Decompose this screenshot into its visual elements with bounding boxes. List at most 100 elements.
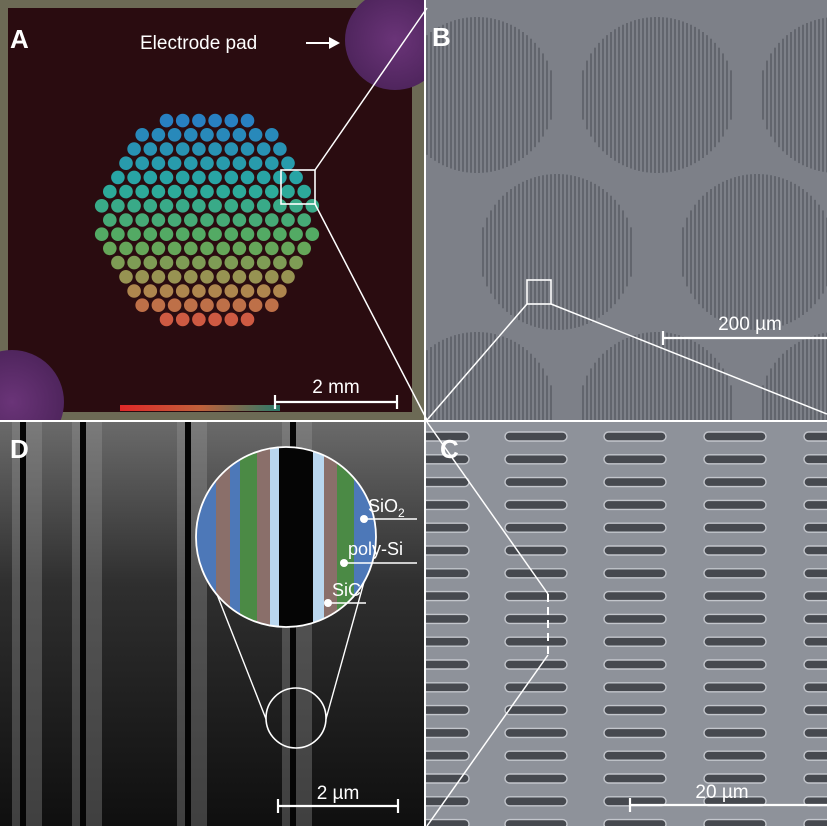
slot xyxy=(603,659,667,670)
color-dot xyxy=(248,241,263,256)
color-dot xyxy=(248,128,263,142)
slot xyxy=(603,545,667,556)
slot xyxy=(426,522,470,533)
color-dot xyxy=(103,241,117,256)
color-dot xyxy=(127,170,141,185)
color-dot xyxy=(127,227,141,241)
color-dot xyxy=(208,312,222,327)
slot xyxy=(426,545,470,556)
slot xyxy=(603,818,667,826)
color-dot-array xyxy=(94,113,320,327)
connector-b-to-c-right xyxy=(550,303,827,415)
color-dot xyxy=(159,199,174,213)
panel-b-letter: B xyxy=(432,22,451,52)
slot xyxy=(603,727,667,739)
electrode-pad-arrow xyxy=(306,37,340,49)
scalebar-c xyxy=(628,798,827,812)
color-dot xyxy=(273,284,287,298)
slot xyxy=(703,431,767,442)
panel-c: C 20 µm xyxy=(426,422,827,826)
slot xyxy=(426,682,470,693)
color-dot xyxy=(240,199,255,213)
color-dot xyxy=(143,142,158,156)
grating-disc xyxy=(682,174,827,330)
color-dot xyxy=(159,312,174,327)
slot xyxy=(504,590,568,602)
scalebar-b-label: 200 µm xyxy=(718,314,782,335)
connector-a-to-b-bottom xyxy=(314,203,428,421)
color-dot xyxy=(192,312,206,327)
slot xyxy=(803,613,827,625)
trench-wall-highlight xyxy=(177,422,207,826)
color-dot xyxy=(240,142,255,156)
slot xyxy=(803,545,827,556)
slot xyxy=(703,476,767,488)
color-dot xyxy=(256,170,271,185)
panel-c-letter: C xyxy=(440,434,459,464)
color-dot xyxy=(248,298,263,313)
slot xyxy=(603,682,667,693)
color-dot xyxy=(216,156,230,170)
color-dot xyxy=(240,170,255,185)
color-dot xyxy=(224,199,239,213)
slot xyxy=(426,818,470,826)
color-dot xyxy=(232,128,247,142)
color-dot xyxy=(167,270,182,284)
electrode-pad-label: Electrode pad xyxy=(140,33,257,54)
label-sio2-base: SiO xyxy=(368,496,398,516)
grating-disc xyxy=(582,332,732,420)
color-dot xyxy=(184,128,198,142)
color-dot xyxy=(224,284,239,298)
connector-a-to-b-top xyxy=(314,7,428,171)
slot-array xyxy=(426,431,827,826)
slot xyxy=(803,499,827,511)
slot xyxy=(803,636,827,647)
slot xyxy=(803,568,827,579)
color-dot xyxy=(111,227,125,241)
slot xyxy=(603,590,667,602)
connector-c-to-d-bottom xyxy=(426,654,549,826)
color-dot xyxy=(159,142,174,156)
color-dot xyxy=(184,184,198,199)
scalebar-d xyxy=(276,799,400,813)
slot xyxy=(426,431,470,442)
panel-b: B 200 µm xyxy=(426,0,827,420)
color-dot xyxy=(159,113,174,128)
slot xyxy=(703,659,767,670)
color-dot xyxy=(289,199,303,213)
color-dot xyxy=(200,298,214,313)
slot xyxy=(703,750,767,761)
color-dot xyxy=(200,128,214,142)
color-dot xyxy=(151,156,166,170)
slot xyxy=(803,704,827,716)
label-sic-leader xyxy=(324,599,366,607)
color-dot xyxy=(216,184,230,199)
scalebar-b xyxy=(661,331,827,345)
slot xyxy=(504,818,568,826)
color-dot xyxy=(224,312,239,327)
panel-a-letter: A xyxy=(10,24,29,54)
color-dot xyxy=(143,284,158,298)
color-dot xyxy=(265,213,279,227)
connector-b-to-c-left xyxy=(426,303,528,421)
slot xyxy=(504,431,568,442)
inset-polysi-layer-right xyxy=(324,447,337,627)
color-dot xyxy=(240,255,255,270)
slot xyxy=(504,454,568,465)
slot xyxy=(426,704,470,716)
color-dot xyxy=(265,241,279,256)
color-dot xyxy=(127,142,141,156)
color-dot xyxy=(151,184,166,199)
color-dot xyxy=(135,128,149,142)
color-dot xyxy=(175,113,190,128)
color-dot xyxy=(175,284,190,298)
color-dot xyxy=(159,284,174,298)
color-dot xyxy=(256,284,271,298)
slot xyxy=(426,568,470,579)
color-dot xyxy=(305,227,320,241)
color-dot xyxy=(167,156,182,170)
color-dot xyxy=(281,213,295,227)
trench xyxy=(185,422,191,826)
